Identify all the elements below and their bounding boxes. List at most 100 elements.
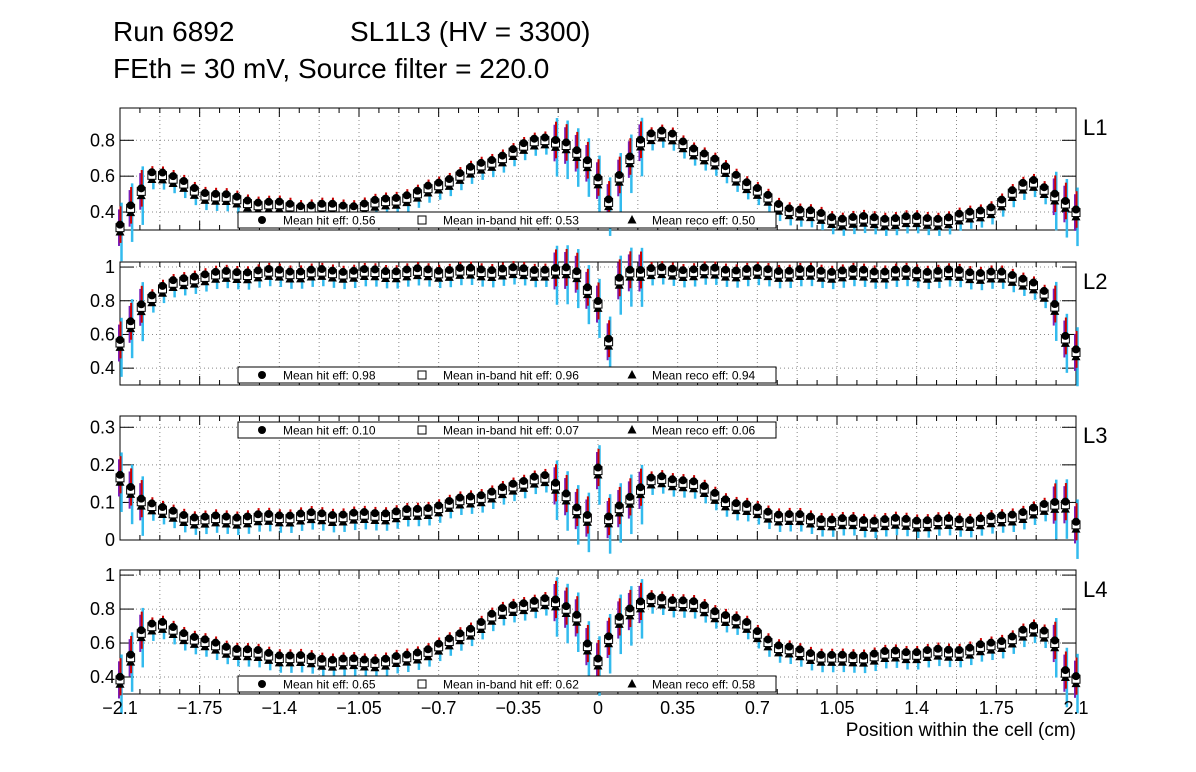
hit-marker: [657, 472, 666, 481]
hit-marker: [647, 129, 656, 138]
hit-marker: [243, 645, 252, 654]
y-tick-label: 1: [105, 565, 115, 585]
y-tick-label: 1: [105, 257, 115, 277]
hit-marker: [827, 650, 836, 659]
legend-hit-marker: [258, 680, 266, 688]
hit-marker: [349, 508, 358, 517]
hit-marker: [891, 214, 900, 223]
hit-marker: [891, 265, 900, 274]
hit-marker: [200, 512, 209, 521]
legend-reco-label: Mean reco eff: 0.06: [652, 424, 756, 438]
y-tick-label: 0.6: [90, 166, 115, 186]
x-axis: −2.1 −1.75 −1.4 −1.05 −0.7 −0.35 0 0.35 0.7 1.05 1…: [102, 698, 1088, 718]
hit-marker: [668, 129, 677, 138]
legend-inband-marker: [417, 679, 427, 689]
hit-marker: [254, 510, 263, 519]
hit-marker: [933, 514, 942, 523]
hit-marker: [827, 213, 836, 222]
legend-reco-label: Mean reco eff: 0.50: [652, 214, 756, 228]
hit-marker: [487, 266, 496, 275]
hit-marker: [137, 184, 146, 193]
hit-marker: [434, 639, 443, 648]
hit-marker: [402, 191, 411, 200]
hit-marker: [158, 503, 167, 512]
hit-marker: [721, 495, 730, 504]
hit-marker: [126, 201, 135, 210]
hit-marker: [1018, 178, 1027, 187]
hit-marker: [360, 265, 369, 274]
hit-marker: [477, 618, 486, 627]
hit-marker: [965, 268, 974, 277]
y-tick-label: 0: [105, 530, 115, 550]
hit-marker: [753, 503, 762, 512]
legend-reco-marker: [627, 215, 637, 224]
y-tick-label: 0.4: [90, 358, 115, 378]
hit-marker: [158, 281, 167, 290]
hit-marker: [710, 263, 719, 272]
legend-inband-label: Mean in-band hit eff: 0.96: [443, 369, 579, 383]
hit-marker: [519, 599, 528, 608]
hit-marker: [976, 206, 985, 215]
hit-marker: [477, 158, 486, 167]
hit-marker: [944, 265, 953, 274]
hit-marker: [732, 266, 741, 275]
hit-marker: [413, 648, 422, 657]
x-tick-label: −0.7: [421, 698, 457, 718]
hit-marker: [402, 650, 411, 659]
hit-marker: [997, 267, 1006, 276]
legend-inband-marker: [417, 215, 427, 225]
hit-marker: [434, 178, 443, 187]
hit-marker: [668, 264, 677, 273]
hit-marker: [636, 265, 645, 274]
hit-marker: [147, 499, 156, 508]
hit-marker: [859, 651, 868, 660]
hit-marker: [243, 512, 252, 521]
legend-hit-label: Mean hit eff: 0.65: [283, 678, 376, 692]
legend-frame: [237, 211, 777, 229]
panel-l2: 0.4 0.6 0.8 1 L2 Mean hit eff: 0.98 Mean in-ba…: [90, 245, 1107, 387]
hit-marker: [1050, 189, 1059, 198]
x-tick-label: −1.75: [177, 698, 223, 718]
hit-marker: [519, 264, 528, 273]
hit-marker: [402, 505, 411, 514]
hit-marker: [594, 173, 602, 182]
hit-marker: [923, 267, 932, 276]
x-tick-label: 0: [593, 698, 603, 718]
hit-marker: [1061, 497, 1070, 506]
hit-marker: [902, 514, 911, 523]
hit-marker: [169, 623, 178, 632]
x-tick-label: −2.1: [102, 698, 138, 718]
hit-marker: [785, 642, 794, 651]
hit-marker: [370, 509, 379, 518]
hit-marker: [1040, 626, 1049, 635]
legend-hit-marker: [258, 426, 266, 434]
hit-marker: [955, 266, 964, 275]
y-tick-label: 0.3: [90, 417, 115, 437]
hit-marker: [370, 656, 379, 665]
legend-hit-label: Mean hit eff: 0.10: [283, 424, 376, 438]
hit-marker: [583, 156, 592, 165]
hit-marker: [498, 483, 507, 492]
legend-reco-marker: [627, 370, 637, 379]
hit-marker: [179, 511, 188, 520]
hit-marker: [317, 654, 326, 663]
hit-marker: [540, 133, 549, 142]
hit-marker: [795, 205, 804, 214]
hit-marker: [817, 515, 826, 524]
legend-hit-marker: [258, 371, 266, 379]
hit-marker: [817, 266, 826, 275]
hit-marker: [636, 135, 645, 144]
hit-marker: [466, 492, 475, 501]
hit-marker: [668, 596, 677, 605]
hit-marker: [848, 213, 857, 222]
hit-marker: [700, 601, 709, 610]
hit-marker: [700, 263, 709, 272]
hit-marker: [838, 514, 847, 523]
hit-marker: [774, 641, 783, 650]
hit-marker: [785, 204, 794, 213]
hit-marker: [838, 214, 847, 223]
hit-marker: [1008, 186, 1017, 195]
hit-marker: [402, 265, 411, 274]
hit-marker: [742, 500, 751, 509]
hit-marker: [604, 512, 613, 521]
